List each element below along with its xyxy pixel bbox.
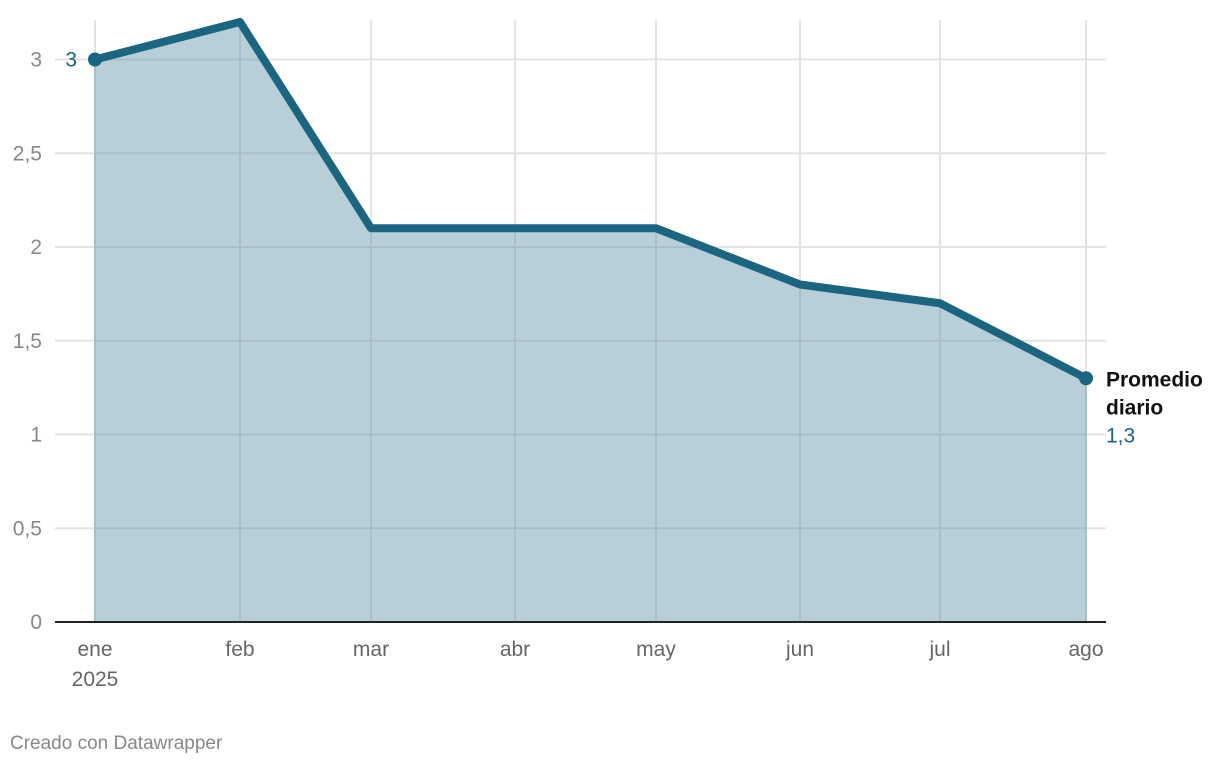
- x-tick-label: feb: [225, 638, 254, 661]
- y-tick-label: 1,5: [13, 330, 42, 353]
- credit-footer: Creado con Datawrapper: [10, 733, 223, 754]
- x-tick-label: may: [636, 638, 676, 661]
- series-name-label-line1: Promedio: [1106, 368, 1203, 391]
- x-tick-label: mar: [353, 638, 389, 661]
- x-tick-label: jun: [785, 638, 814, 661]
- x-tick-label: ene: [77, 638, 112, 661]
- x-tick-label: ago: [1068, 638, 1103, 661]
- series-line: [91, 18, 1090, 383]
- y-tick-label: 2: [30, 236, 42, 259]
- endpoint-dot: [88, 52, 102, 67]
- start-value-label: 3: [65, 49, 77, 72]
- area-fill: [95, 22, 1086, 622]
- x-tick-labels: ene feb mar abr may jun jul ago 2025: [72, 638, 1104, 691]
- y-tick-label: 2,5: [13, 142, 42, 165]
- data-points: [88, 52, 1093, 386]
- end-value-label: 1,3: [1106, 424, 1135, 447]
- endpoint-dot: [1079, 371, 1093, 386]
- x-gridlines-overlay: [94, 22, 1087, 622]
- x-tick-sublabel: 2025: [72, 668, 119, 691]
- x-tick-label: jul: [928, 638, 950, 661]
- y-tick-label: 1: [30, 424, 42, 447]
- x-tick-label: abr: [500, 638, 530, 661]
- y-tick-label: 3: [30, 49, 42, 72]
- y-tick-label: 0,5: [13, 517, 42, 540]
- y-tick-label: 0: [30, 611, 42, 634]
- y-tick-labels: 0 0,5 1 1,5 2 2,5 3: [13, 49, 42, 635]
- series-name-label-line2: diario: [1106, 396, 1163, 419]
